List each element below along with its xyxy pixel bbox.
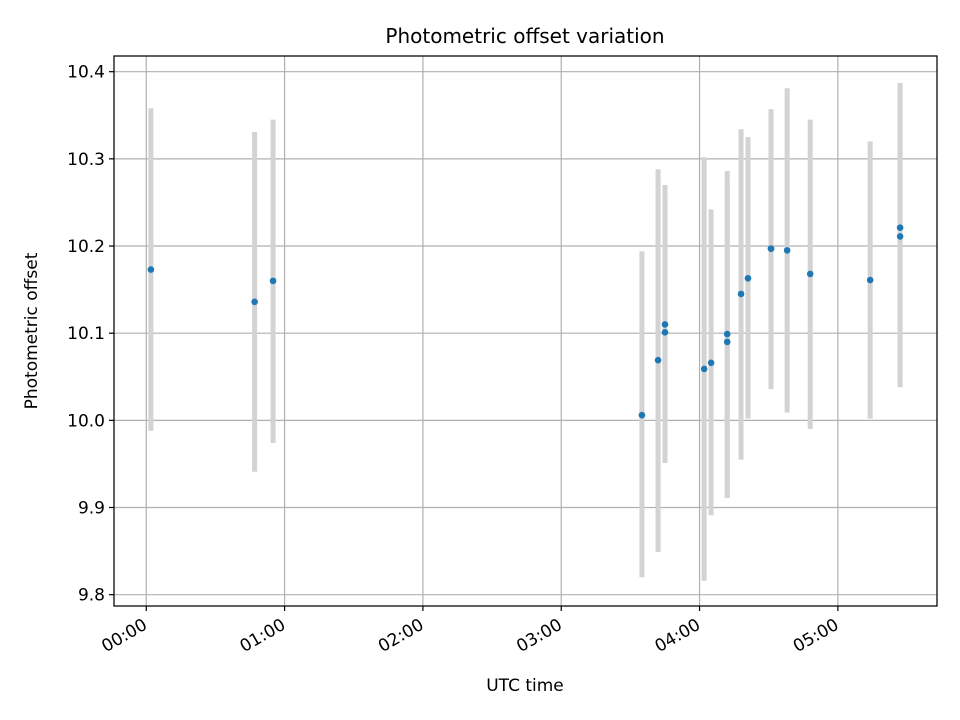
data-point — [723, 330, 731, 338]
data-point — [783, 247, 791, 254]
data-point — [806, 270, 814, 278]
data-point — [866, 276, 874, 284]
grid — [114, 56, 937, 606]
data-points — [147, 224, 904, 419]
data-point — [638, 411, 646, 419]
y-tick-label: 10.3 — [67, 150, 105, 170]
y-tick-label: 9.9 — [78, 499, 105, 519]
data-point — [707, 359, 715, 367]
data-point — [700, 365, 708, 373]
x-axis-label: UTC time — [486, 676, 564, 696]
data-point — [723, 338, 731, 346]
y-tick-label: 9.8 — [78, 586, 105, 606]
data-point — [661, 321, 669, 328]
data-point — [147, 266, 155, 273]
data-point — [269, 277, 277, 285]
y-tick-label: 10.4 — [67, 63, 105, 83]
y-tick-label: 10.0 — [67, 411, 105, 431]
y-axis-label: Photometric offset — [22, 252, 42, 409]
data-point — [654, 356, 662, 364]
data-point — [251, 298, 258, 306]
plot-frame — [113, 55, 938, 607]
data-point — [744, 274, 752, 282]
y-tick-label: 10.2 — [67, 237, 105, 257]
data-point — [767, 245, 775, 252]
y-tick-label: 10.1 — [67, 324, 105, 344]
plot-area — [114, 56, 937, 606]
data-point — [661, 329, 669, 336]
data-point — [896, 233, 904, 240]
data-point — [896, 224, 904, 232]
chart-title: Photometric offset variation — [385, 24, 664, 48]
data-point — [737, 290, 745, 298]
y-axis-ticks: 9.8 9.9 10.0 10.1 10.2 10.3 10.4 — [67, 63, 114, 606]
